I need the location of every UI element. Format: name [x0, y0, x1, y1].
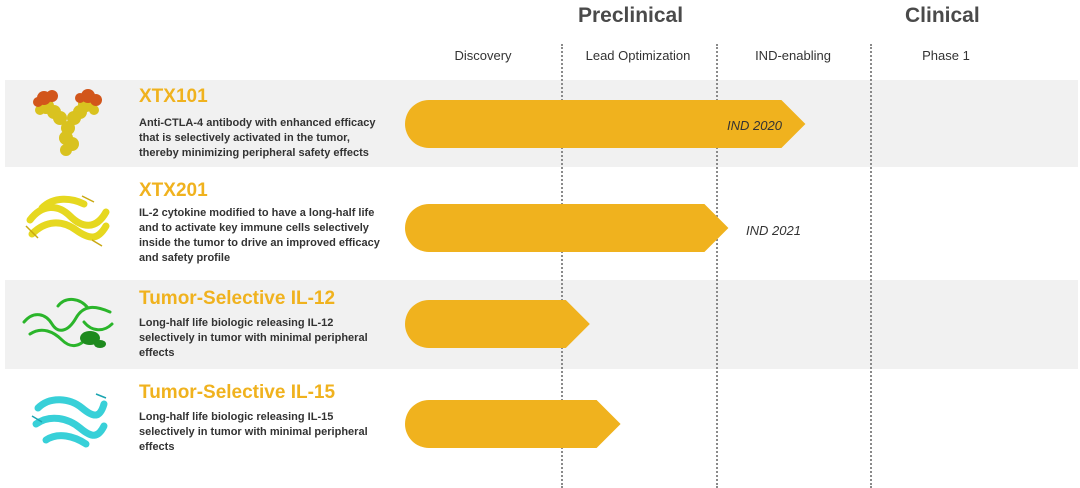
milestone-label: IND 2020 [727, 118, 782, 133]
program-title: Tumor-Selective IL-15 [139, 382, 336, 403]
stage-divider [870, 44, 872, 488]
stage-divider [561, 44, 563, 488]
pipeline-bar [405, 100, 806, 148]
stage-discovery: Discovery [454, 48, 512, 63]
preclinical-header: Preclinical [578, 4, 684, 27]
il2-protein-icon [25, 195, 110, 247]
program-description: Long-half life biologic releasing IL-12 … [139, 317, 368, 359]
stage-divider [716, 44, 718, 488]
stage-phase-1: Phase 1 [922, 48, 970, 63]
il15-protein-icon [31, 393, 108, 448]
pipeline-bar [405, 300, 590, 348]
program-description: Long-half life biologic releasing IL-15 … [139, 411, 368, 453]
pipeline-bar [405, 204, 729, 252]
clinical-header: Clinical [905, 4, 980, 27]
milestone-label: IND 2021 [746, 223, 801, 238]
antibody-icon [33, 89, 102, 156]
program-title: XTX201 [139, 180, 208, 201]
program-title: Tumor-Selective IL-12 [139, 288, 336, 309]
il12-protein-icon [22, 298, 114, 348]
program-title: XTX101 [139, 86, 208, 107]
stage-ind-enabling: IND-enabling [755, 48, 831, 63]
program-description: Anti-CTLA-4 antibody with enhanced effic… [139, 117, 376, 159]
stage-lead-optimization: Lead Optimization [585, 48, 691, 63]
pipeline-bar [405, 400, 621, 448]
program-description: IL-2 cytokine modified to have a long-ha… [139, 207, 380, 264]
